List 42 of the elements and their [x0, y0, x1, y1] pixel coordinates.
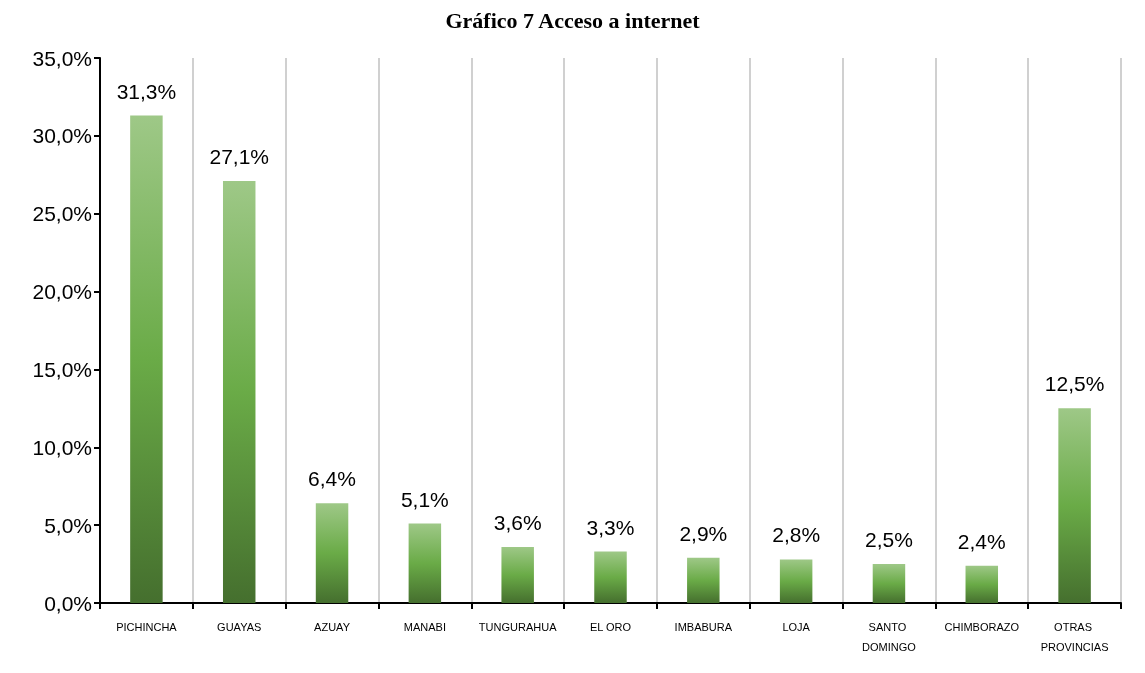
data-label: 2,9%	[679, 521, 728, 545]
data-label: 27,1%	[209, 145, 269, 169]
data-label: 2,8%	[772, 523, 821, 547]
data-label: 5,1%	[400, 487, 449, 511]
x-tick-label: MANABI	[403, 621, 446, 633]
data-label: 2,5%	[865, 528, 913, 552]
data-label: 12,5%	[1044, 372, 1105, 396]
bar	[687, 557, 720, 603]
bar	[594, 551, 627, 603]
data-label: 3,3%	[586, 515, 635, 539]
data-label: 6,4%	[308, 467, 356, 491]
y-tick-label: 10,0%	[32, 435, 92, 459]
x-tick-label: OTRAS PROVINCIAS	[1040, 621, 1109, 653]
y-tick-label: 5,0%	[44, 513, 92, 537]
y-tick-label: 15,0%	[32, 357, 92, 381]
bar	[222, 181, 256, 603]
bar	[872, 564, 906, 603]
bar	[779, 559, 813, 603]
x-tick-label: EL ORO	[589, 621, 632, 633]
data-label: 31,3%	[116, 79, 177, 103]
data-label: 2,4%	[957, 529, 1006, 553]
x-tick-label: TUNGURAHUA	[478, 621, 558, 633]
x-tick-label: CHIMBORAZO	[944, 621, 1020, 633]
y-tick-label: 25,0%	[32, 202, 92, 226]
bar	[1058, 408, 1091, 603]
bar	[408, 523, 442, 603]
x-tick-label: LOJA	[782, 621, 811, 633]
y-tick-label: 35,0%	[32, 46, 92, 70]
data-label: 3,6%	[493, 510, 542, 534]
x-tick-label: SANTO DOMINGO	[862, 621, 917, 653]
x-tick-label: AZUAY	[314, 621, 351, 633]
y-tick-label: 20,0%	[32, 280, 92, 304]
x-tick-label: PICHINCHA	[116, 621, 178, 633]
y-tick-label: 30,0%	[32, 124, 92, 148]
bar	[965, 565, 999, 603]
chart-title: Gráfico 7 Acceso a internet	[445, 7, 701, 33]
x-tick-label: IMBABURA	[674, 621, 733, 633]
bar	[130, 115, 163, 603]
bar	[315, 503, 349, 603]
x-tick-label: GUAYAS	[217, 621, 262, 633]
y-tick-label: 0,0%	[44, 591, 92, 615]
bar	[501, 546, 534, 603]
